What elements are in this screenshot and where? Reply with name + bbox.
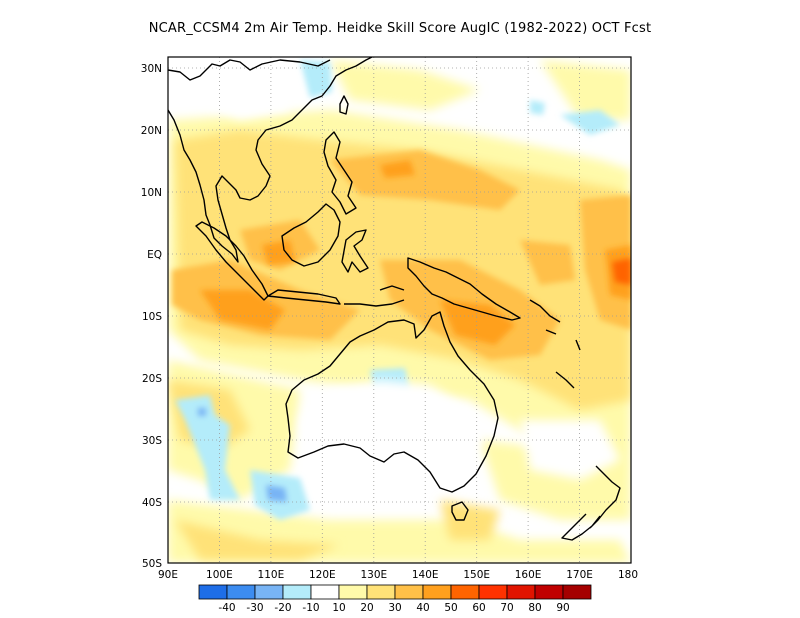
lat-tick-label: 10S xyxy=(142,311,162,323)
colorbar-label: 50 xyxy=(444,602,457,614)
colorbar-labels: -40 -30 -20 -10 10 20 30 40 50 60 70 80 … xyxy=(218,602,569,614)
colorbar-swatch xyxy=(254,584,284,600)
coastline-australia xyxy=(285,311,499,493)
colorbar-swatch xyxy=(310,584,340,600)
colorbar-label: -10 xyxy=(302,602,319,614)
colorbar-label: 40 xyxy=(416,602,429,614)
lat-axis: 30N 20N 10N EQ 10S 20S 30S 40S 50S xyxy=(141,63,163,570)
map-frame xyxy=(167,56,632,564)
lat-tick-label: 10N xyxy=(141,187,162,199)
colorbar-swatch xyxy=(394,584,424,600)
colorbar-label: 30 xyxy=(388,602,401,614)
colorbar-label: -30 xyxy=(246,602,263,614)
lon-tick-label: 90E xyxy=(158,569,178,581)
coastline-new-zealand xyxy=(561,465,621,541)
lat-tick-label: 30S xyxy=(142,435,162,447)
colorbar-label: 20 xyxy=(360,602,373,614)
lon-tick-label: 160E xyxy=(515,569,542,581)
lon-tick-label: 110E xyxy=(258,569,285,581)
colorbar-swatch xyxy=(450,584,480,600)
colorbar-swatch xyxy=(562,584,592,600)
lon-tick-label: 130E xyxy=(360,569,387,581)
skill-field xyxy=(168,57,631,563)
colorbar-label: 90 xyxy=(556,602,569,614)
colorbar-swatch xyxy=(282,584,312,600)
lat-tick-label: 50S xyxy=(142,558,162,570)
coastline-borneo xyxy=(281,203,341,267)
coastline-lesser-sunda xyxy=(344,285,405,307)
lon-tick-label: 170E xyxy=(566,569,593,581)
lon-tick-label: 120E xyxy=(309,569,336,581)
coastline-tasmania xyxy=(451,501,469,521)
lat-tick-label: 20S xyxy=(142,373,162,385)
colorbar-swatch xyxy=(226,584,256,600)
lat-tick-label: 40S xyxy=(142,497,162,509)
colorbar-label: 60 xyxy=(472,602,485,614)
colorbar-swatch xyxy=(198,584,228,600)
coastline-sulawesi xyxy=(341,229,369,273)
colorbar-swatch xyxy=(478,584,508,600)
colorbar-label: 80 xyxy=(528,602,541,614)
coastline-new-guinea xyxy=(407,257,521,321)
lat-tick-label: 30N xyxy=(141,63,162,75)
coastline-solomon xyxy=(529,299,561,335)
colorbar-label: 70 xyxy=(500,602,513,614)
colorbar-label: 10 xyxy=(332,602,345,614)
colorbar-swatch xyxy=(366,584,396,600)
lon-tick-label: 140E xyxy=(412,569,439,581)
colorbar-swatch xyxy=(338,584,368,600)
colorbar-label: -40 xyxy=(218,602,235,614)
colorbar-swatch xyxy=(534,584,564,600)
colorbar-label: -20 xyxy=(274,602,291,614)
lat-tick-label: 20N xyxy=(141,125,162,137)
lon-tick-label: 150E xyxy=(463,569,490,581)
colorbar-swatch xyxy=(422,584,452,600)
coastline-taiwan xyxy=(339,95,349,115)
lon-tick-label: 100E xyxy=(206,569,233,581)
coastline-philippines xyxy=(323,131,357,215)
map-title: NCAR_CCSM4 2m Air Temp. Heidke Skill Sco… xyxy=(148,21,652,36)
lat-tick-label: EQ xyxy=(147,249,162,261)
lon-axis: 90E 100E 110E 120E 130E 140E 150E 160E 1… xyxy=(158,569,638,581)
lon-tick-label: 180 xyxy=(618,569,638,581)
coastlines xyxy=(168,57,621,541)
coastline-new-caledonia xyxy=(555,339,581,389)
colorbar xyxy=(198,584,592,600)
coastline-asia xyxy=(168,57,373,263)
colorbar-swatch xyxy=(506,584,536,600)
coastline-java xyxy=(267,289,341,305)
